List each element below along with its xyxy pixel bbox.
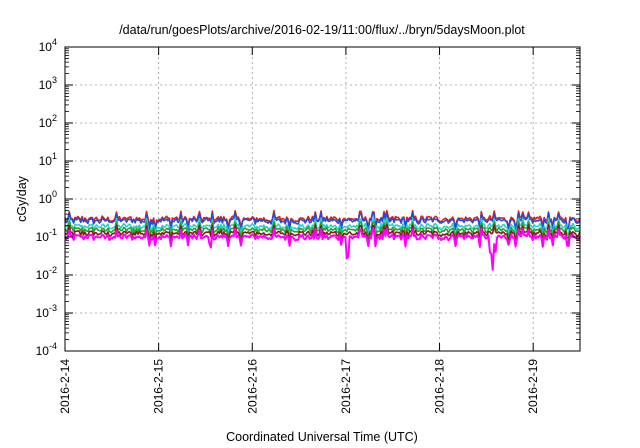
series-layer	[64, 209, 581, 271]
x-tick-label: 2016-2-18	[433, 359, 447, 414]
y-tick-label: 104	[39, 37, 57, 54]
grid-lines	[65, 47, 580, 351]
x-axis-label: Coordinated Universal Time (UTC)	[226, 430, 418, 444]
y-tick-label: 10-2	[36, 265, 57, 282]
y-tick-label: 101	[39, 151, 57, 168]
x-tick-label: 2016-2-16	[245, 359, 259, 414]
y-tick-label: 102	[39, 113, 57, 130]
x-tick-label: 2016-2-19	[526, 359, 540, 414]
tick-marks	[64, 46, 580, 352]
series-line	[64, 211, 581, 232]
y-tick-label: 103	[39, 75, 57, 92]
series-line	[64, 227, 581, 271]
x-tick-label: 2016-2-14	[58, 359, 72, 414]
tick-labels: 10-4 10-3 10-2 10-1 100 101 102 103 104 2016-2-14…	[36, 37, 541, 414]
chart-title: /data/run/goesPlots/archive/2016-02-19/1…	[119, 23, 525, 37]
y-tick-label: 10-4	[36, 341, 57, 358]
y-tick-label: 100	[39, 189, 57, 206]
plot-frame	[64, 46, 581, 352]
x-tick-label: 2016-2-15	[152, 359, 166, 414]
x-tick-label: 2016-2-17	[339, 359, 353, 414]
y-axis-label: cGy/day	[15, 175, 29, 222]
y-tick-label: 10-1	[36, 227, 57, 244]
y-tick-label: 10-3	[36, 303, 57, 320]
